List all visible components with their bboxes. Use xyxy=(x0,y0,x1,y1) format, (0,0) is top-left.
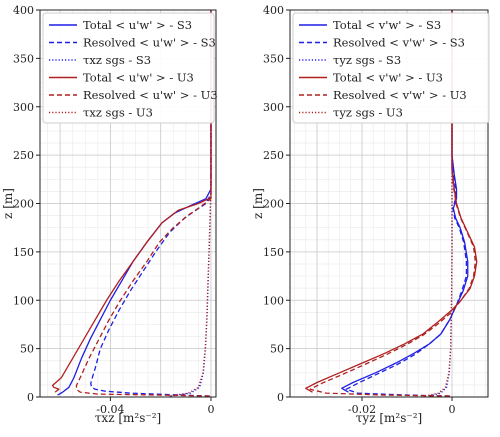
y-tick-label: 0 xyxy=(27,391,34,404)
legend-label: Resolved < v'w' > - S3 xyxy=(333,36,465,50)
y-tick-label: 350 xyxy=(263,52,284,65)
y-tick-label: 400 xyxy=(263,4,284,17)
y-tick-label: 150 xyxy=(263,246,284,259)
y-tick-label: 400 xyxy=(13,4,34,17)
legend: Total < v'w' > - S3 Resolved < v'w' > - S… xyxy=(292,12,490,124)
y-tick-label: 100 xyxy=(13,294,34,307)
legend-label: τyz sgs - U3 xyxy=(333,106,403,120)
series-line-3 xyxy=(51,10,212,393)
legend-label: Resolved < u'w' > - U3 xyxy=(83,88,218,102)
left-panel-chart: 0 50 100 150 200 250 300 350 400 -0.04 0 z [m] τxz [… xyxy=(1,4,218,425)
legend-label: τxz sgs - U3 xyxy=(83,106,153,120)
legend-box xyxy=(42,12,215,124)
x-tick-label: -0.04 xyxy=(96,403,124,416)
legend: Total < u'w' > - S3 Resolved < u'w' > - S… xyxy=(42,12,218,124)
y-tick-label: 250 xyxy=(263,149,284,162)
y-axis-label: z [m] xyxy=(251,188,265,219)
legend-label: Total < v'w' > - U3 xyxy=(333,71,443,85)
y-tick-label: 250 xyxy=(13,149,34,162)
y-tick-label: 200 xyxy=(13,198,34,211)
legend-label: Total < u'w' > - S3 xyxy=(83,18,192,32)
y-axis-label: z [m] xyxy=(1,188,15,219)
series-line-3 xyxy=(305,10,478,393)
y-tick-label: 100 xyxy=(263,294,284,307)
legend-label: Total < u'w' > - U3 xyxy=(83,71,194,85)
series-group xyxy=(51,10,212,397)
y-tick-label: 150 xyxy=(13,246,34,259)
legend-label: Total < v'w' > - S3 xyxy=(333,18,441,32)
legend-label: τyz sgs - S3 xyxy=(333,53,401,67)
x-tick-label: 0 xyxy=(449,403,456,416)
y-tick-label: 0 xyxy=(277,391,284,404)
x-tick-label: -0.02 xyxy=(348,403,376,416)
series-line-0 xyxy=(341,10,469,393)
y-tick-label: 50 xyxy=(20,343,34,356)
legend-label: Resolved < u'w' > - S3 xyxy=(83,36,216,50)
legend-label: τxz sgs - S3 xyxy=(83,53,151,67)
y-tick-label: 300 xyxy=(263,101,284,114)
series-line-5 xyxy=(169,10,212,397)
y-tick-label: 50 xyxy=(270,343,284,356)
legend-box xyxy=(292,12,490,124)
series-line-4 xyxy=(309,10,477,397)
y-tick-label: 350 xyxy=(13,52,34,65)
right-panel-chart: 0 50 100 150 200 250 300 350 400 -0.02 0 z [m] τyz [… xyxy=(251,4,490,425)
series-line-1 xyxy=(345,10,468,397)
series-line-0 xyxy=(57,10,212,396)
y-tick-label: 300 xyxy=(13,101,34,114)
series-group xyxy=(305,10,478,397)
x-tick-label: 0 xyxy=(207,403,214,416)
x-axis-label: τyz [m²s⁻²] xyxy=(356,411,422,425)
series-line-5 xyxy=(424,10,453,397)
legend-label: Resolved < v'w' > - U3 xyxy=(333,88,467,102)
x-axis-label: τxz [m²s⁻²] xyxy=(95,411,161,425)
series-line-4 xyxy=(75,10,212,397)
y-tick-label: 200 xyxy=(263,198,284,211)
